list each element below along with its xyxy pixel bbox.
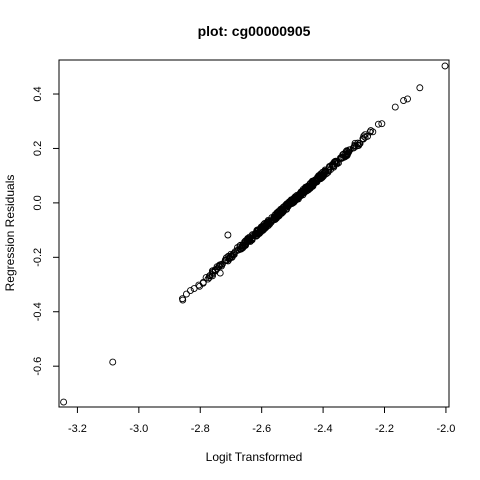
x-axis: -3.2 -3.0 -2.8 -2.6 -2.4 -2.2 -2.0 — [68, 406, 455, 435]
data-point — [186, 287, 194, 294]
data-point — [252, 229, 260, 237]
x-tick-label: -2.0 — [436, 423, 455, 435]
data-point — [182, 290, 190, 298]
data-point — [109, 358, 117, 366]
y-axis: -0.6 -0.4 -0.2 0.0 0.2 0.4 — [32, 86, 60, 376]
data-point — [289, 196, 297, 204]
data-point — [343, 147, 351, 155]
data-point — [351, 142, 359, 150]
x-tick-label: -2.2 — [375, 423, 394, 435]
data-point — [238, 243, 246, 251]
data-point — [233, 247, 241, 254]
data-point — [249, 234, 256, 242]
y-tick-label: 0.4 — [32, 86, 44, 101]
data-point — [404, 95, 411, 103]
x-tick-label: -3.0 — [129, 423, 148, 435]
y-axis-label: Regression Residuals — [3, 175, 17, 292]
x-axis-label: Logit Transformed — [206, 450, 303, 464]
data-point — [367, 127, 375, 135]
data-point — [257, 228, 265, 236]
y-tick-label: -0.6 — [32, 357, 44, 376]
data-point — [278, 209, 286, 217]
data-point — [265, 218, 273, 226]
data-point — [204, 275, 212, 283]
data-point — [279, 208, 287, 216]
data-point — [369, 128, 377, 136]
y-tick-label: 0.0 — [32, 195, 44, 210]
data-point — [190, 285, 198, 293]
data-point — [340, 154, 348, 161]
data-points — [60, 62, 449, 406]
data-point — [351, 139, 359, 147]
y-tick-label: -0.2 — [32, 248, 44, 267]
data-point — [60, 398, 68, 406]
data-point — [335, 159, 342, 167]
data-point — [218, 260, 226, 268]
data-point — [216, 269, 224, 277]
data-point — [224, 231, 232, 239]
data-point — [359, 135, 367, 143]
data-point — [378, 120, 386, 128]
chart-title: plot: cg00000905 — [198, 23, 311, 39]
data-point — [225, 255, 233, 263]
data-point — [273, 209, 281, 217]
data-point — [273, 210, 281, 218]
data-point — [328, 161, 336, 168]
data-point — [257, 226, 265, 234]
data-point — [199, 278, 207, 286]
data-point — [288, 196, 296, 204]
data-point — [258, 225, 266, 232]
data-point — [179, 296, 187, 304]
data-point — [308, 177, 316, 185]
data-point — [441, 62, 449, 70]
x-tick-label: -3.2 — [68, 423, 87, 435]
x-tick-label: -2.6 — [252, 423, 271, 435]
data-point — [360, 132, 368, 140]
data-point — [292, 195, 300, 203]
data-point — [245, 236, 252, 244]
data-point — [337, 153, 345, 161]
data-point — [400, 97, 407, 105]
data-point — [361, 133, 369, 141]
data-point — [301, 184, 309, 192]
y-tick-label: 0.2 — [32, 141, 44, 156]
data-point — [321, 168, 329, 176]
data-point — [297, 188, 305, 196]
data-point — [416, 84, 424, 92]
data-point — [374, 120, 382, 128]
data-point — [231, 248, 239, 256]
data-point — [307, 182, 315, 190]
data-point — [255, 229, 263, 237]
data-point — [283, 200, 291, 208]
x-tick-label: -2.4 — [314, 423, 333, 435]
data-point — [391, 103, 399, 111]
data-point — [296, 192, 304, 200]
data-point — [316, 174, 323, 182]
x-tick-label: -2.8 — [191, 423, 210, 435]
y-tick-label: -0.4 — [32, 302, 44, 321]
